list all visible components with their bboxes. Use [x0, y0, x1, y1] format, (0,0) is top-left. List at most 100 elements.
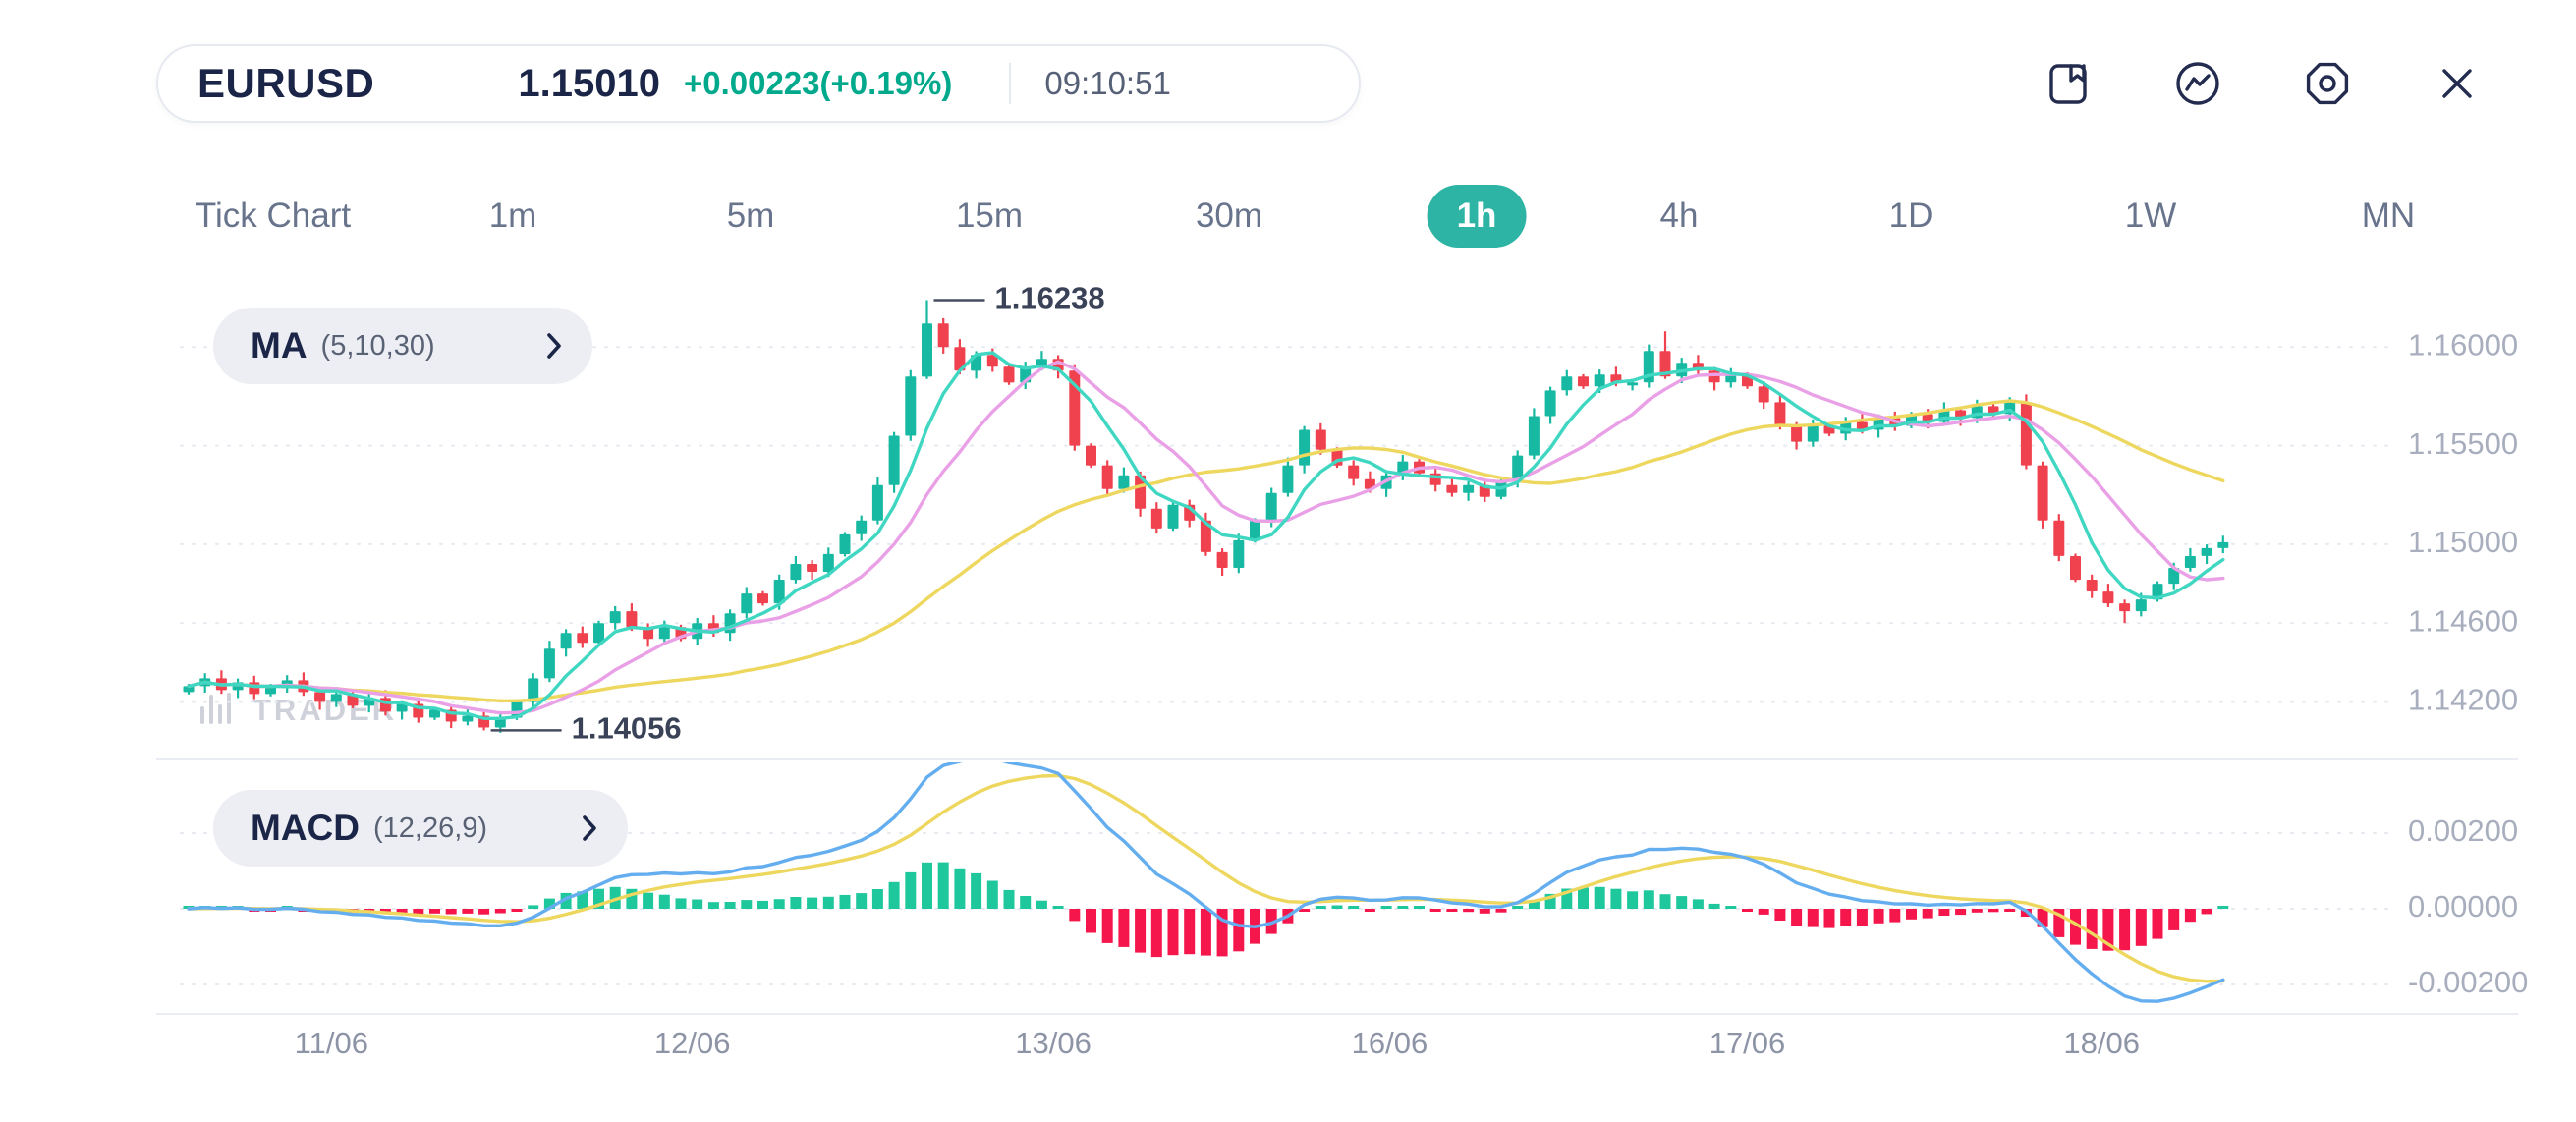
macd-histogram-bar — [2070, 909, 2081, 945]
candle-body — [986, 355, 998, 367]
tab-1h-selected[interactable]: 1h — [1427, 185, 1527, 248]
candle-body — [528, 678, 539, 702]
macd-histogram-bar — [822, 896, 834, 909]
candle-body — [2119, 603, 2131, 612]
macd-histogram-bar — [1150, 909, 1162, 958]
macd-histogram-bar — [1052, 906, 1064, 909]
candle-body — [1101, 465, 1113, 489]
candle-body — [1135, 475, 1147, 509]
macd-histogram-bar — [905, 871, 917, 909]
macd-histogram-bar — [1873, 909, 1884, 924]
symbol-info-pill[interactable]: EURUSD 1.15010 +0.00223(+0.19%) 09:10:51 — [156, 44, 1361, 123]
close-button[interactable] — [2430, 56, 2485, 111]
tab-5m[interactable]: 5m — [726, 196, 775, 235]
macd-histogram-bar — [1955, 909, 1967, 916]
macd-histogram-bar — [807, 897, 818, 909]
bookmark-icon — [2049, 64, 2087, 104]
candle-body — [773, 580, 785, 604]
macd-histogram-bar — [413, 909, 424, 915]
candle-body — [330, 694, 342, 702]
macd-histogram-bar — [1938, 909, 1950, 916]
candle-body — [2201, 547, 2212, 556]
candle-body — [183, 686, 195, 693]
macd-histogram-bar — [2119, 909, 2131, 951]
candle-body — [1594, 374, 1605, 387]
macd-histogram-bar — [1840, 909, 1852, 926]
candle-body — [2086, 580, 2098, 591]
candle-body — [560, 633, 572, 649]
macd-histogram-bar — [1676, 896, 1688, 909]
macd-histogram-bar — [1216, 909, 1228, 957]
macd-histogram-bar — [396, 909, 408, 914]
macd-histogram-bar — [1528, 901, 1540, 909]
x-axis-label: 13/06 — [1015, 1026, 1092, 1060]
macd-axis-label: -0.00200 — [2408, 965, 2528, 999]
macd-axis-label: 0.00200 — [2408, 813, 2518, 848]
candle-body — [1200, 520, 1211, 552]
macd-histogram-bar — [1659, 894, 1671, 909]
macd-histogram-bar — [692, 899, 703, 909]
tab-tick-chart[interactable]: Tick Chart — [195, 196, 352, 235]
candle-body — [429, 709, 440, 718]
macd-histogram-bar — [1003, 889, 1015, 909]
macd-histogram-bar — [1610, 888, 1622, 909]
chevron-right-icon — [581, 813, 598, 843]
macd-histogram-bar — [1774, 909, 1786, 921]
macd-histogram-bar — [1594, 886, 1605, 909]
macd-histogram-bar — [675, 898, 687, 909]
candle-body — [1086, 445, 1096, 466]
tab-mn[interactable]: MN — [2361, 196, 2416, 235]
macd-histogram-bar — [1446, 909, 1458, 912]
candle-body — [1446, 484, 1458, 493]
indicators-button[interactable] — [2170, 56, 2225, 111]
candle-body — [543, 648, 555, 679]
macd-histogram-bar — [2086, 909, 2098, 949]
macd-histogram-bar — [1233, 909, 1245, 952]
tab-1w[interactable]: 1W — [2124, 196, 2177, 235]
candle-body — [2102, 591, 2114, 604]
macd-histogram-bar — [429, 909, 440, 914]
tab-1d[interactable]: 1D — [1888, 196, 1933, 235]
macd-histogram-bar — [707, 902, 719, 909]
macd-histogram-bar — [1823, 909, 1835, 928]
symbol-label: EURUSD — [197, 60, 375, 106]
macd-histogram-bar — [577, 891, 588, 909]
ma-line-5 — [187, 351, 2225, 720]
tab-15m[interactable]: 15m — [955, 196, 1024, 235]
macd-indicator-pill[interactable]: MACD (12,26,9) — [213, 790, 628, 867]
candle-body — [1167, 504, 1179, 529]
macd-histogram-bar — [1742, 909, 1753, 912]
macd-histogram-bar — [2102, 909, 2114, 951]
macd-histogram-bar — [1036, 900, 1047, 909]
bookmark-button[interactable] — [2041, 56, 2096, 111]
header-actions — [2041, 56, 2485, 111]
candle-body — [839, 533, 851, 554]
settings-icon — [2306, 62, 2349, 105]
time-label: 09:10:51 — [1044, 65, 1171, 101]
x-axis-label: 12/06 — [654, 1026, 731, 1060]
tab-1m[interactable]: 1m — [488, 196, 537, 235]
macd-label: MACD — [251, 808, 360, 848]
candle-body — [724, 613, 736, 634]
y-axis-label: 1.15000 — [2408, 525, 2518, 559]
macd-histogram-bar — [494, 909, 506, 914]
macd-histogram-bar — [971, 872, 982, 909]
candle-body — [265, 686, 276, 695]
candle-body — [1528, 416, 1540, 456]
macd-histogram-bar — [1889, 909, 1901, 923]
settings-button[interactable] — [2300, 56, 2355, 111]
macd-histogram-bar — [1414, 906, 1425, 909]
price-label: 1.15010 — [518, 61, 660, 105]
tab-4h[interactable]: 4h — [1659, 196, 1699, 235]
tab-30m[interactable]: 30m — [1195, 196, 1263, 235]
macd-histogram-bar — [724, 902, 736, 909]
candle-body — [1512, 455, 1524, 481]
candle-body — [626, 611, 638, 628]
macd-panel — [183, 762, 2229, 1003]
candle-body — [593, 623, 604, 644]
macd-histogram-bar — [1758, 909, 1769, 915]
ma-indicator-pill[interactable]: MA (5,10,30) — [213, 308, 592, 384]
candle-body — [1250, 520, 1260, 540]
candle-body — [462, 715, 474, 722]
